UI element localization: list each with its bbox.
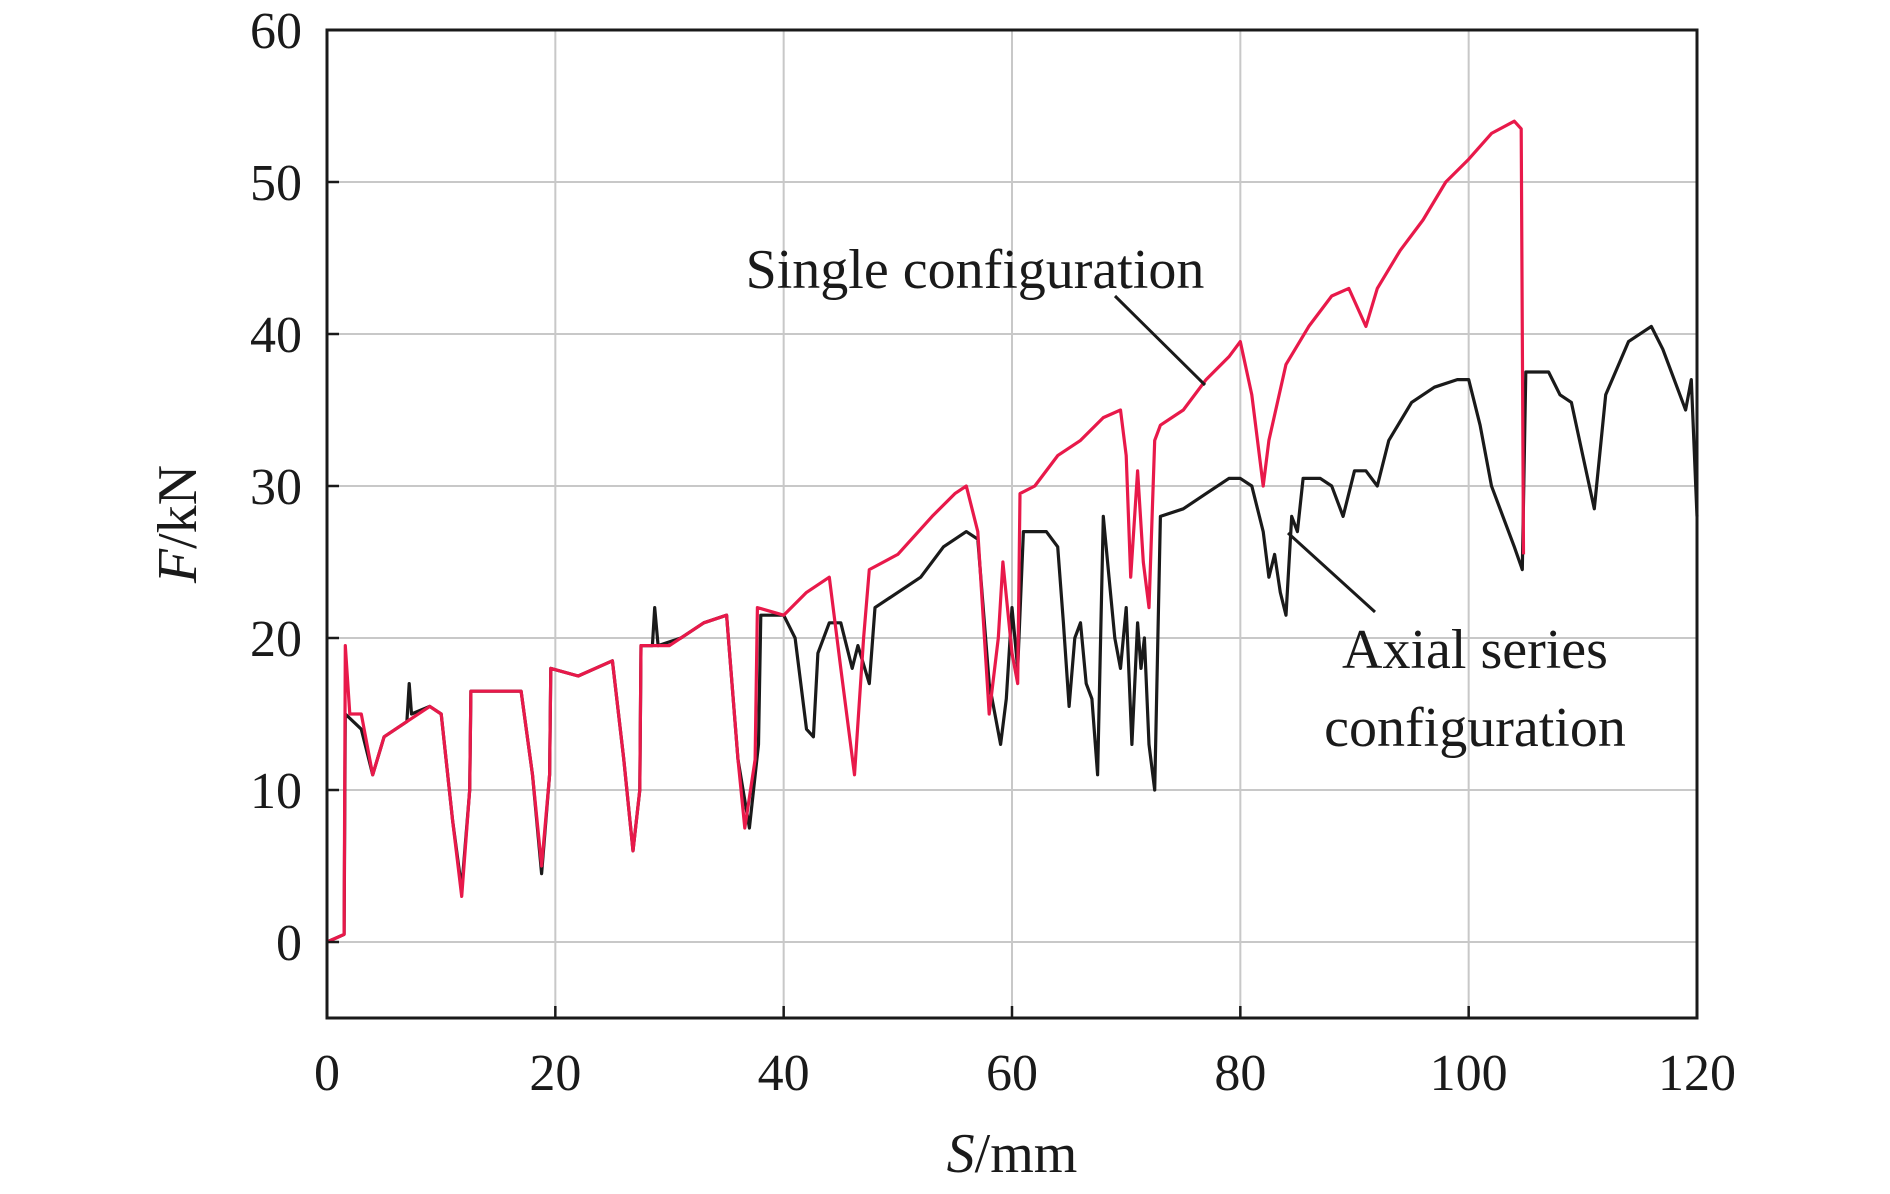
y-tick-label: 20 [250, 611, 302, 668]
annotation-leader-axial [1286, 531, 1377, 614]
x-tick-label: 0 [314, 1045, 340, 1102]
x-axis-title: S/mm [947, 1123, 1078, 1185]
y-tick-label: 0 [276, 915, 302, 972]
x-axis-unit: /mm [975, 1123, 1078, 1185]
x-tick-label: 100 [1430, 1045, 1508, 1102]
x-axis-symbol: S [947, 1123, 975, 1185]
annotation-axial: Axial series configuration [1324, 619, 1626, 759]
x-tick-label: 80 [1214, 1045, 1266, 1102]
annotation-line: configuration [1324, 697, 1626, 759]
x-tick-label: 20 [529, 1045, 581, 1102]
annotation-line: Axial series [1342, 619, 1608, 681]
annotation-leader-single [1113, 294, 1207, 387]
annotations: Single configuration Axial series configur… [746, 239, 1626, 759]
x-tick-label: 60 [986, 1045, 1038, 1102]
x-tick-label: 120 [1658, 1045, 1736, 1102]
axis-ticks: 0 20 40 60 80 100 120 0 10 20 30 40 50 60 [250, 3, 1736, 1102]
y-tick-label: 50 [250, 155, 302, 212]
y-axis-symbol: F [147, 548, 209, 584]
annotation-line: Single configuration [746, 239, 1205, 301]
grid-lines [327, 30, 1697, 1018]
y-tick-label: 60 [250, 3, 302, 60]
y-tick-label: 40 [250, 307, 302, 364]
annotation-single: Single configuration [746, 239, 1205, 301]
y-axis-title: F/kN [147, 465, 209, 584]
y-tick-label: 30 [250, 459, 302, 516]
y-axis-unit: /kN [147, 465, 209, 549]
series-layer [326, 119, 1699, 944]
series-line-single [326, 119, 1526, 944]
x-tick-label: 40 [758, 1045, 810, 1102]
y-tick-label: 10 [250, 763, 302, 820]
